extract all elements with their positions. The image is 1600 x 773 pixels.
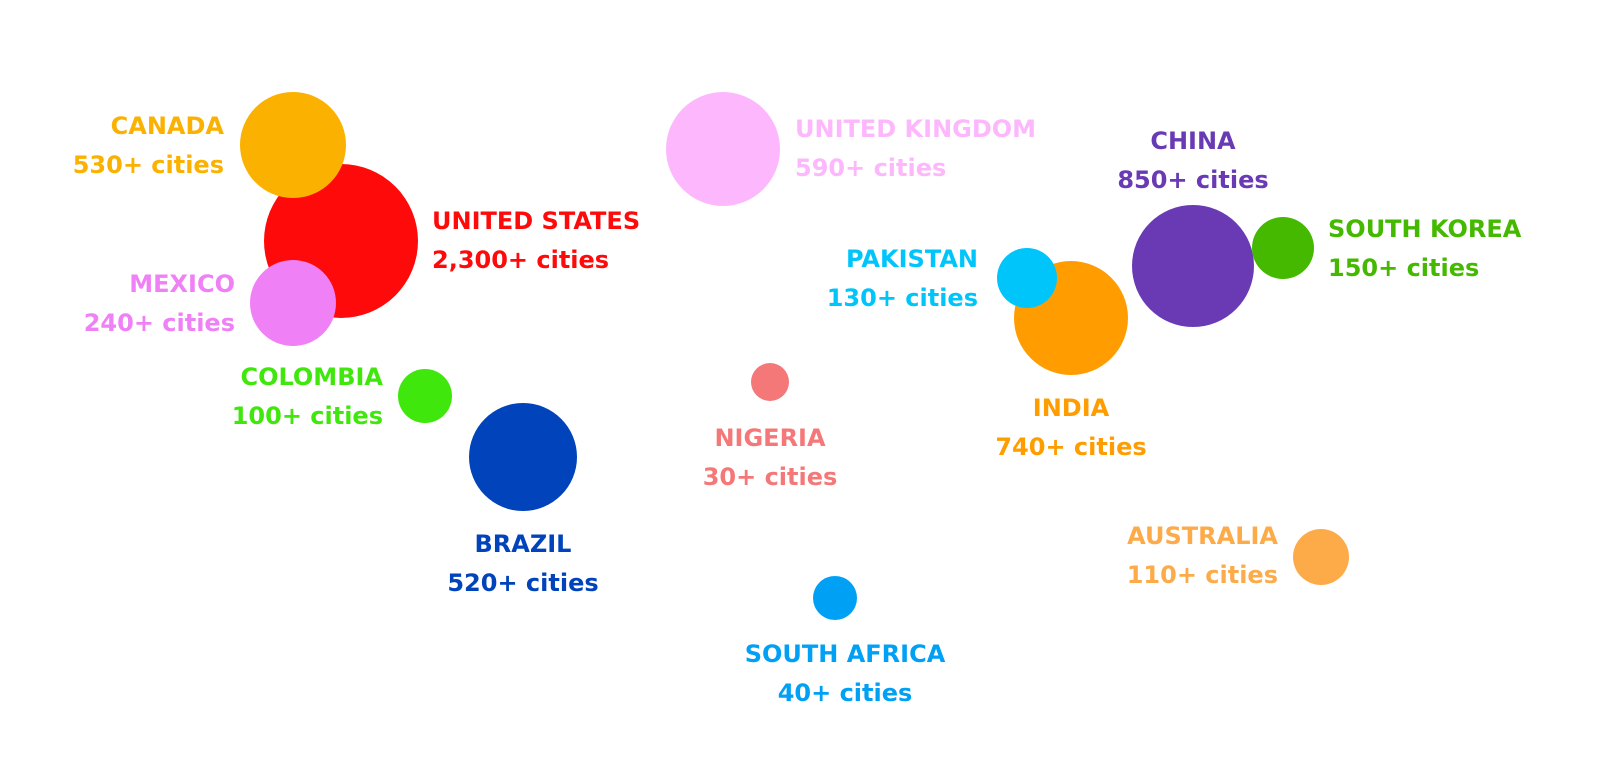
country-bubble (997, 248, 1057, 308)
city-count: 40+ cities (778, 679, 913, 707)
city-count: 520+ cities (447, 569, 598, 597)
country-bubble (240, 92, 346, 198)
country-bubble (1132, 205, 1254, 327)
country-bubble (666, 92, 780, 206)
country-name: NIGERIA (714, 424, 826, 452)
city-count: 100+ cities (232, 402, 383, 430)
city-count: 240+ cities (84, 309, 235, 337)
city-count: 530+ cities (73, 151, 224, 179)
country-bubble (813, 576, 857, 620)
city-count: 150+ cities (1328, 254, 1479, 282)
country-name: PAKISTAN (846, 245, 978, 273)
country-name: SOUTH AFRICA (745, 640, 946, 668)
country-bubble (469, 403, 577, 511)
country-name: CHINA (1150, 127, 1236, 155)
country-name: AUSTRALIA (1127, 522, 1278, 550)
country-name: BRAZIL (475, 530, 572, 558)
city-count: 740+ cities (995, 433, 1146, 461)
city-count: 30+ cities (703, 463, 838, 491)
country-name: SOUTH KOREA (1328, 215, 1522, 243)
city-count: 590+ cities (795, 154, 946, 182)
city-count: 130+ cities (827, 284, 978, 312)
city-count: 850+ cities (1117, 166, 1268, 194)
country-name: UNITED STATES (432, 207, 640, 235)
country-name: INDIA (1033, 394, 1110, 422)
country-bubble (398, 369, 452, 423)
country-bubble (1293, 529, 1349, 585)
country-bubble (250, 260, 336, 346)
country-name: COLOMBIA (240, 363, 383, 391)
country-name: MEXICO (129, 270, 235, 298)
country-bubble (1252, 217, 1314, 279)
country-name: UNITED KINGDOM (795, 115, 1036, 143)
city-count: 2,300+ cities (432, 246, 609, 274)
city-count: 110+ cities (1127, 561, 1278, 589)
country-name: CANADA (111, 112, 225, 140)
country-bubble (751, 363, 789, 401)
